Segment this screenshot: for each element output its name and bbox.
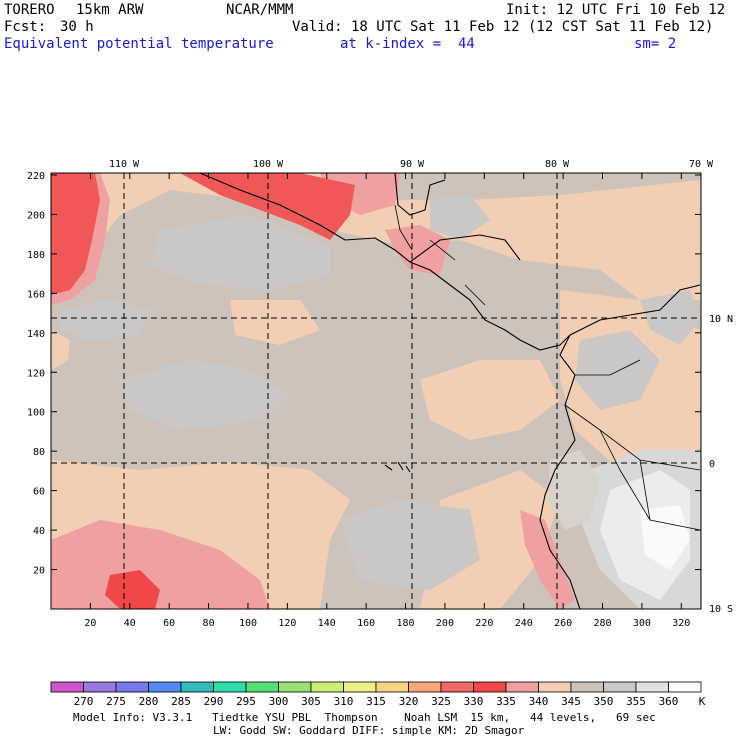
colorbar-label: 295 [236,695,256,708]
colorbar-swatch [538,681,572,693]
lon-label-70w: 70 W [689,159,714,170]
field-name: Equivalent potential temperature [4,36,274,52]
colorbar-label: 315 [366,695,386,708]
colorbar-label: 290 [203,695,224,708]
colorbar [50,681,702,693]
colorbar-label: 305 [301,695,321,708]
colorbar-swatch [343,681,377,693]
lon-label-110w: 110 W [109,159,140,170]
colorbar-swatch [440,681,474,693]
x-tick-label: 300 [633,618,651,629]
x-tick-label: 160 [357,618,375,629]
colorbar-swatch [245,681,279,693]
colorbar-swatch [310,681,344,693]
x-tick-label: 40 [124,618,136,629]
lat-label-10s: 10 S [709,604,733,615]
forecast-hour: 30 h [60,19,94,35]
colorbar-label: 360 [658,695,679,708]
x-tick-label: 20 [84,618,96,629]
x-tick-label: 140 [318,618,336,629]
level-index: at k-index = 44 [340,36,475,52]
colorbar-swatch [180,681,214,693]
colorbar-swatch [603,681,637,693]
colorbar-swatch [148,681,182,693]
colorbar-swatch [115,681,149,693]
colorbar-label: 340 [528,695,549,708]
y-tick-label: 100 [27,408,45,419]
y-tick-label: 180 [27,250,45,261]
y-tick-label: 200 [27,210,45,221]
model-resolution: 15km ARW [76,2,144,18]
x-tick-label: 100 [239,618,257,629]
init-time: Init: 12 UTC Fri 10 Feb 12 [506,2,726,18]
y-tick-label: 40 [33,526,45,537]
colorbar-label: 350 [593,695,614,708]
colorbar-swatch [50,681,84,693]
x-tick-label: 200 [436,618,454,629]
colorbar-label: 270 [73,695,94,708]
colorbar-label: 335 [496,695,516,708]
lat-lon-grid [51,173,701,609]
x-tick-label: 60 [163,618,175,629]
map-frame [50,172,702,610]
coastlines [199,173,701,609]
x-index-ticks: 20 40 60 80 100 120 140 160 180 200 220 240 260 280 30… [84,618,690,629]
colorbar-swatch [505,681,539,693]
lon-label-100w: 100 W [253,159,284,170]
lat-label-0: 0 [709,459,715,470]
colorbar-swatch [408,681,442,693]
x-tick-label: 120 [278,618,296,629]
y-tick-label: 120 [27,368,45,379]
x-tick-label: 260 [554,618,572,629]
x-tick-label: 320 [672,618,690,629]
colorbar-swatch [278,681,312,693]
colorbar-label: 300 [268,695,289,708]
model-name: TORERO [4,2,55,18]
y-tick-label: 140 [27,329,45,340]
colorbar-swatch [473,681,507,693]
x-tick-label: 180 [397,618,415,629]
colorbar-label: 320 [398,695,419,708]
forecast-label: Fcst: [4,19,47,35]
colorbar-label: 325 [431,695,451,708]
y-tick-label: 60 [33,487,45,498]
lat-label-10n: 10 N [709,314,733,325]
y-index-ticks: 20 40 60 80 100 120 140 160 180 200 220 [27,171,45,577]
valid-time: Valid: 18 UTC Sat 11 Feb 12 (12 CST Sat … [292,19,714,35]
y-tick-label: 80 [33,447,45,458]
colorbar-label: 280 [138,695,159,708]
colorbar-label: 345 [561,695,581,708]
colorbar-label: 285 [171,695,191,708]
colorbar-unit: K [698,695,706,708]
colorbar-label: 275 [106,695,126,708]
theta-e-field [51,173,701,609]
colorbar-swatch [668,681,702,693]
x-tick-label: 280 [593,618,611,629]
colorbar-label: 310 [333,695,354,708]
y-tick-label: 160 [27,289,45,300]
smoothing-value: sm= 2 [634,36,677,52]
x-tick-label: 80 [203,618,215,629]
colorbar-swatch [213,681,247,693]
lon-label-80w: 80 W [545,159,570,170]
colorbar-label: 355 [626,695,646,708]
model-info-line2: LW: Godd SW: Goddard DIFF: simple KM: 2D… [213,724,525,737]
country-borders [394,204,701,531]
colorbar-swatch [635,681,669,693]
colorbar-label: 330 [463,695,484,708]
x-tick-label: 240 [515,618,533,629]
colorbar-swatch [83,681,117,693]
y-tick-label: 220 [27,171,45,182]
model-info-line1: Model Info: V3.3.1 Tiedtke YSU PBL Thomp… [73,711,656,724]
lon-label-90w: 90 W [400,159,425,170]
colorbar-swatch [570,681,604,693]
y-tick-label: 20 [33,566,45,577]
x-tick-label: 220 [475,618,493,629]
model-center: NCAR/MMM [226,2,294,18]
colorbar-swatch [375,681,409,693]
